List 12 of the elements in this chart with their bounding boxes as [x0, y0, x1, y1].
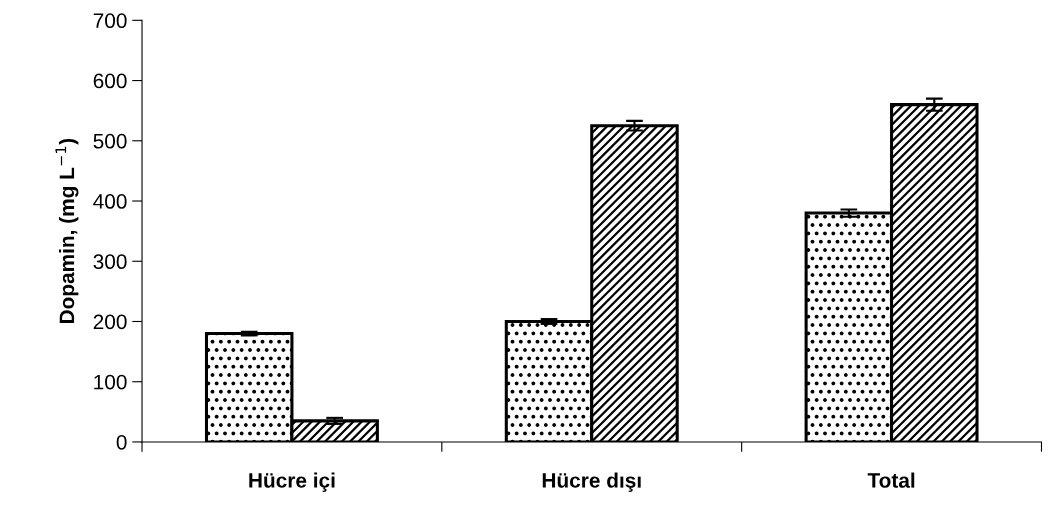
y-tick-label: 0 — [116, 434, 127, 450]
y-tick-label: 700 — [93, 13, 127, 29]
y-tick-label: 300 — [93, 254, 127, 270]
y-tick-label: 400 — [93, 194, 127, 209]
y-tick-label: 600 — [93, 73, 127, 89]
y-tick-label: 100 — [94, 374, 127, 390]
y-tick-label: 500 — [93, 133, 127, 149]
x-tick-label: Total — [867, 472, 915, 488]
x-tick-label: Hücre dışı — [542, 472, 641, 492]
x-tick-label: Hücre içi — [249, 472, 335, 492]
y-axis-title: Dopamin, (mg L$^{−1}$) — [55, 138, 79, 324]
y-tick-label: 200 — [93, 314, 127, 330]
